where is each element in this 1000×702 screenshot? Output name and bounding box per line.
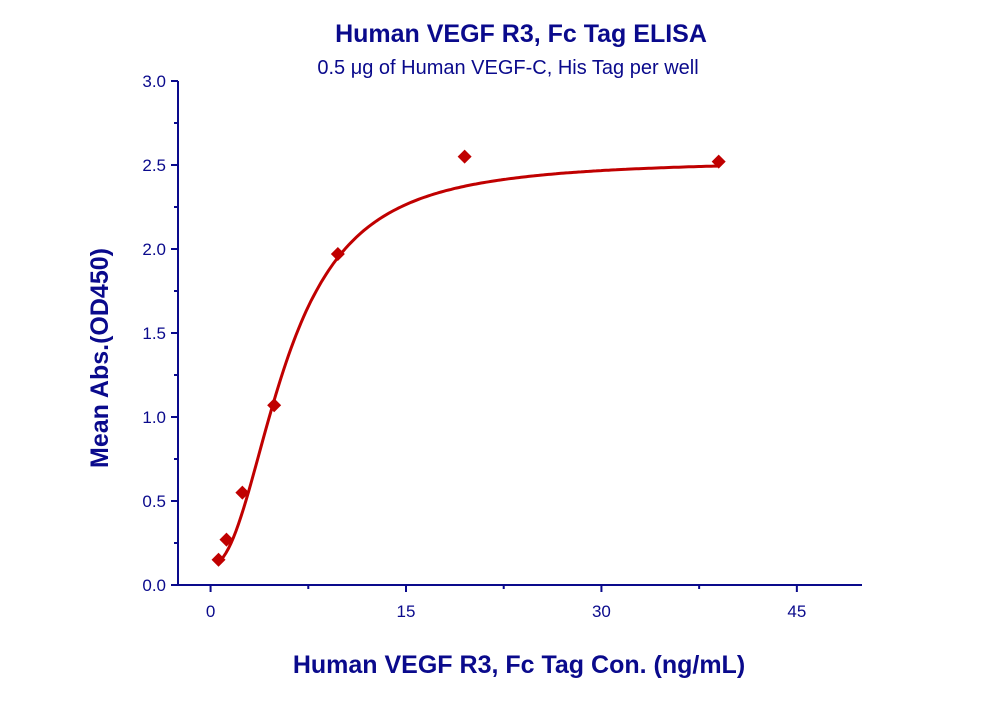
x-axis-label: Human VEGF R3, Fc Tag Con. (ng/mL) (293, 651, 745, 679)
y-tick-label: 1.5 (142, 324, 166, 343)
y-tick-label: 2.5 (142, 156, 166, 175)
y-tick-label: 2.0 (142, 240, 166, 259)
y-tick-label: 3.0 (142, 72, 166, 91)
chart-subtitle: 0.5 μg of Human VEGF-C, His Tag per well (317, 57, 698, 79)
y-tick-label: 0.0 (142, 576, 166, 595)
x-tick-label: 45 (787, 602, 806, 621)
data-point (235, 485, 250, 500)
x-tick-label: 30 (592, 602, 611, 621)
y-tick-label: 0.5 (142, 492, 166, 511)
data-point (219, 532, 234, 547)
data-point (330, 247, 345, 262)
data-point (711, 154, 726, 169)
fit-curve (217, 164, 719, 564)
x-tick-label: 0 (206, 602, 215, 621)
x-tick-label: 15 (397, 602, 416, 621)
data-point (267, 398, 282, 413)
chart-title: Human VEGF R3, Fc Tag ELISA (335, 20, 707, 48)
data-point (211, 552, 226, 567)
data-point (457, 149, 472, 164)
y-axis-label: Mean Abs.(OD450) (86, 248, 114, 468)
y-tick-label: 1.0 (142, 408, 166, 427)
